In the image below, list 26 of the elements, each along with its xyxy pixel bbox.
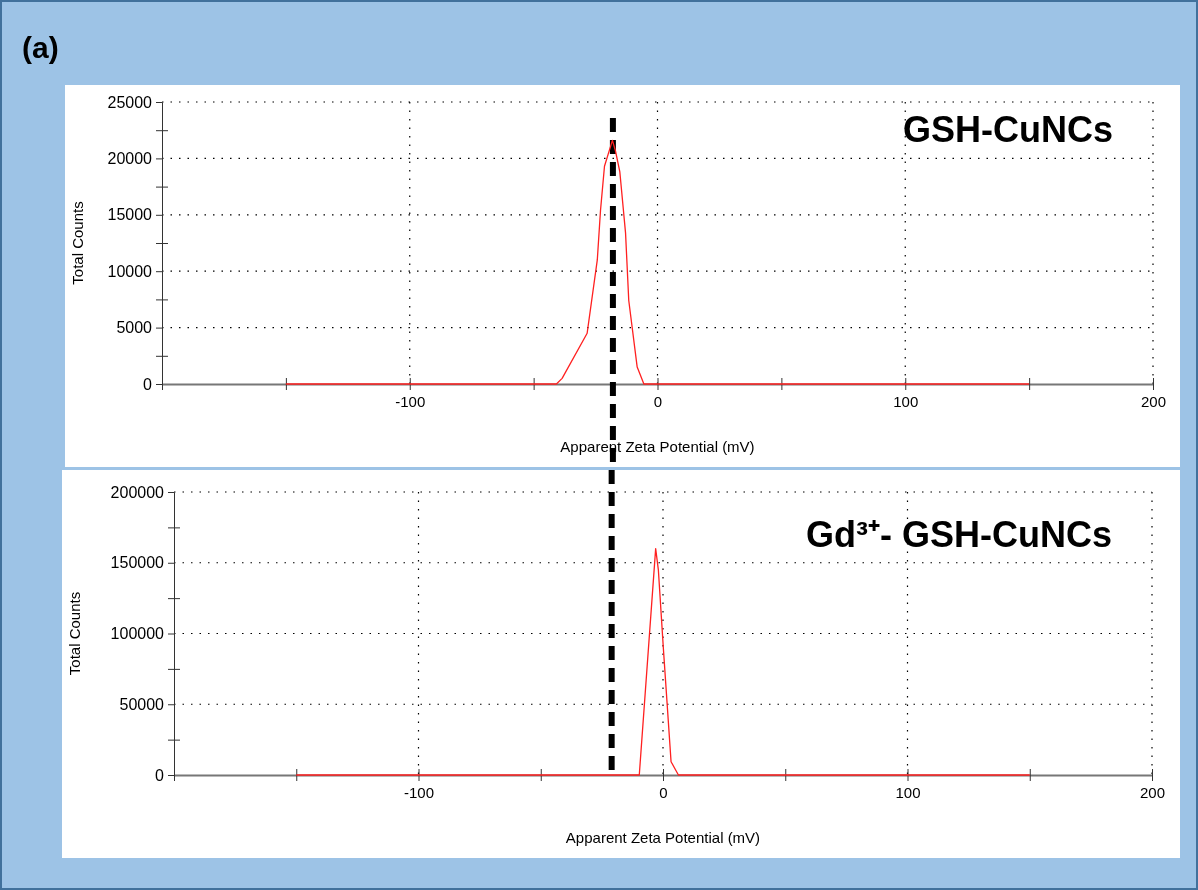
x-axis-title: Apparent Zeta Potential (mV)	[565, 829, 761, 846]
y-tick-label: 15000	[107, 206, 153, 224]
y-tick-label: 0	[155, 766, 165, 784]
y-tick-label: 25000	[107, 93, 153, 111]
text: (a)	[22, 31, 59, 64]
x-tick-label: 100	[893, 392, 919, 410]
x-tick-label: 0	[659, 783, 668, 801]
y-tick-label: 50000	[119, 695, 165, 713]
y-axis-title: Total Counts	[69, 201, 86, 285]
y-axis-title: Total Counts	[66, 591, 83, 676]
x-tick-label: 100	[895, 783, 921, 801]
y-tick-label: 20000	[107, 150, 153, 168]
text: Gd³⁺- GSH-CuNCs	[806, 514, 1112, 555]
y-tick-label: 10000	[107, 262, 153, 280]
chart-title: GSH-CuNCs	[902, 109, 1113, 150]
y-tick-label: 5000	[116, 319, 153, 337]
y-tick-label: 150000	[110, 554, 165, 572]
x-axis-title: Apparent Zeta Potential (mV)	[560, 438, 755, 455]
x-tick-label: 200	[1139, 783, 1166, 801]
y-tick-label: 100000	[110, 625, 165, 643]
x-tick-label: -100	[403, 783, 435, 801]
x-tick-label: -100	[395, 392, 426, 410]
x-tick-label: 0	[653, 392, 663, 410]
x-tick-label: 200	[1140, 392, 1167, 410]
y-tick-label: 0	[143, 375, 153, 393]
y-tick-label: 200000	[110, 483, 165, 501]
